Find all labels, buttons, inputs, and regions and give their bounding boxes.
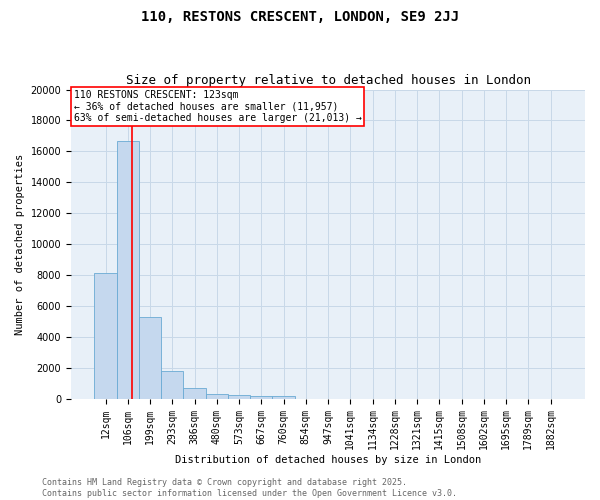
Bar: [139, 316, 161, 398]
Bar: [116, 140, 139, 398]
Bar: [184, 388, 206, 398]
Title: Size of property relative to detached houses in London: Size of property relative to detached ho…: [125, 74, 530, 87]
Bar: [272, 396, 295, 398]
Y-axis label: Number of detached properties: Number of detached properties: [15, 154, 25, 334]
Text: 110, RESTONS CRESCENT, LONDON, SE9 2JJ: 110, RESTONS CRESCENT, LONDON, SE9 2JJ: [141, 10, 459, 24]
Bar: [250, 396, 272, 398]
Bar: [206, 394, 228, 398]
Text: 110 RESTONS CRESCENT: 123sqm
← 36% of detached houses are smaller (11,957)
63% o: 110 RESTONS CRESCENT: 123sqm ← 36% of de…: [74, 90, 361, 123]
X-axis label: Distribution of detached houses by size in London: Distribution of detached houses by size …: [175, 455, 481, 465]
Bar: [228, 395, 250, 398]
Text: Contains HM Land Registry data © Crown copyright and database right 2025.
Contai: Contains HM Land Registry data © Crown c…: [42, 478, 457, 498]
Bar: [94, 274, 116, 398]
Bar: [161, 371, 184, 398]
